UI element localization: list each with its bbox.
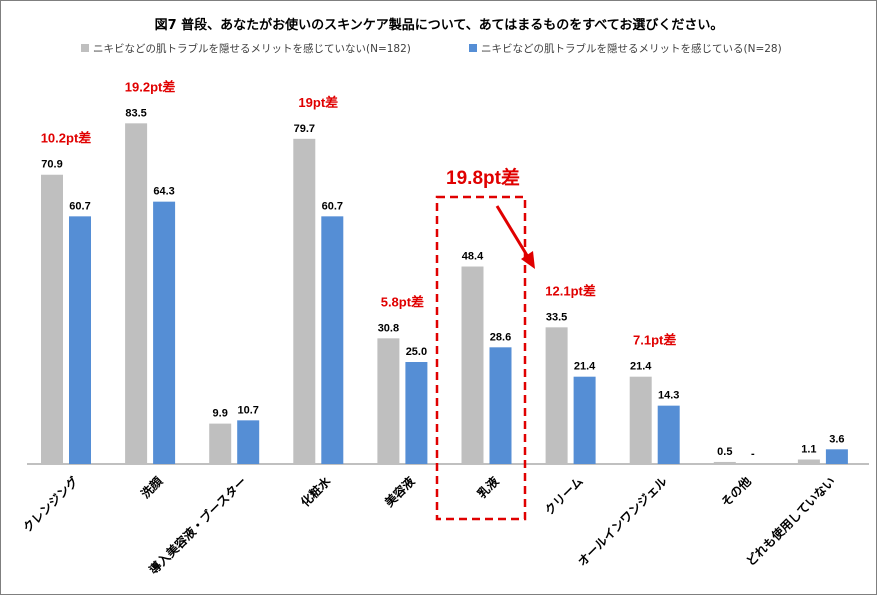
annotation-arrow-head bbox=[521, 251, 535, 269]
category-label-9: どれも使用していない bbox=[743, 474, 838, 569]
value-label-no-merit-5: 48.4 bbox=[462, 251, 484, 263]
value-label-merit-6: 21.4 bbox=[574, 361, 596, 373]
category-label-5: 乳液 bbox=[474, 474, 502, 502]
legend-swatch-series-1 bbox=[81, 44, 89, 52]
category-label-6: クリーム bbox=[542, 474, 586, 518]
bar-merit-5 bbox=[489, 347, 512, 464]
value-label-merit-2: 10.7 bbox=[237, 404, 258, 416]
value-label-merit-4: 25.0 bbox=[406, 346, 427, 358]
value-label-no-merit-3: 79.7 bbox=[294, 123, 315, 135]
value-label-merit-1: 64.3 bbox=[153, 186, 174, 198]
bar-no-merit-8 bbox=[713, 461, 736, 464]
annotation-0: 10.2pt差 bbox=[41, 131, 92, 146]
category-label-1: 洗顔 bbox=[138, 473, 166, 501]
legend: ニキビなどの肌トラブルを隠せるメリットを感じていない(N=182) ニキビなどの… bbox=[81, 42, 782, 55]
bar-no-merit-5 bbox=[461, 266, 484, 464]
bar-merit-0 bbox=[69, 216, 91, 464]
bar-no-merit-9 bbox=[797, 459, 820, 464]
bar-merit-2 bbox=[237, 420, 260, 464]
bar-merit-9 bbox=[825, 449, 848, 464]
value-label-merit-0: 60.7 bbox=[69, 200, 90, 212]
annotation-3: 19pt差 bbox=[298, 95, 338, 110]
bar-no-merit-2 bbox=[209, 423, 232, 464]
value-label-merit-5: 28.6 bbox=[490, 331, 511, 343]
bar-merit-6 bbox=[573, 376, 596, 464]
category-label-4: 美容液 bbox=[381, 474, 417, 510]
value-label-no-merit-1: 83.5 bbox=[125, 107, 146, 119]
value-label-no-merit-2: 9.9 bbox=[213, 408, 228, 420]
highlight-box bbox=[435, 195, 527, 521]
value-label-no-merit-6: 33.5 bbox=[546, 311, 567, 323]
bar-merit-7 bbox=[657, 405, 680, 464]
value-label-merit-3: 60.7 bbox=[322, 200, 343, 212]
annotation-4: 5.8pt差 bbox=[381, 294, 424, 309]
annotations-layer: 10.2pt差 19.2pt差 19pt差 5.8pt差 19.8pt差 12.1pt差 7… bbox=[41, 79, 676, 521]
value-label-merit-8: - bbox=[751, 448, 755, 460]
bar-no-merit-6 bbox=[545, 327, 568, 464]
category-label-2: 導入美容液・ブースター bbox=[146, 474, 250, 578]
bar-merit-1 bbox=[153, 201, 176, 464]
value-label-no-merit-4: 30.8 bbox=[378, 322, 399, 334]
legend-swatch-series-2 bbox=[469, 44, 477, 52]
value-label-no-merit-9: 1.1 bbox=[801, 444, 816, 456]
value-label-no-merit-8: 0.5 bbox=[717, 446, 732, 458]
bar-no-merit-7 bbox=[629, 376, 652, 464]
annotation-arrow-line bbox=[495, 205, 533, 263]
value-label-no-merit-0: 70.9 bbox=[41, 159, 62, 171]
bar-no-merit-3 bbox=[293, 138, 316, 464]
bar-merit-4 bbox=[405, 362, 428, 464]
bar-no-merit-4 bbox=[377, 338, 400, 464]
annotation-6: 12.1pt差 bbox=[545, 283, 596, 298]
category-label-7: オールインワンジェル bbox=[575, 474, 670, 569]
bar-no-merit-1 bbox=[125, 123, 148, 464]
annotation-5: 19.8pt差 bbox=[446, 166, 520, 189]
bar-no-merit-0 bbox=[41, 174, 63, 464]
legend-label-series-1: ニキビなどの肌トラブルを隠せるメリットを感じていない(N=182) bbox=[93, 42, 411, 55]
category-label-3: 化粧水 bbox=[297, 473, 334, 510]
value-label-merit-7: 14.3 bbox=[658, 390, 679, 402]
value-label-no-merit-7: 21.4 bbox=[630, 361, 652, 373]
category-label-0: クレンジング bbox=[20, 474, 82, 536]
category-label-8: その他 bbox=[718, 474, 754, 510]
annotation-7: 7.1pt差 bbox=[633, 333, 676, 348]
bar-merit-3 bbox=[321, 216, 344, 464]
value-labels-layer: 70.9 60.7 83.5 64.3 9.9 10.7 79.7 60.7 30.8 25.0 4… bbox=[41, 107, 844, 460]
value-label-merit-9: 3.6 bbox=[829, 433, 844, 445]
chart-title: 図7 普段、あなたがお使いのスキンケア製品について、あてはまるものをすべてお選び… bbox=[155, 17, 724, 33]
bars-layer bbox=[27, 123, 869, 465]
annotation-1: 19.2pt差 bbox=[125, 79, 176, 94]
legend-label-series-2: ニキビなどの肌トラブルを隠せるメリットを感じている(N=28) bbox=[481, 42, 782, 55]
